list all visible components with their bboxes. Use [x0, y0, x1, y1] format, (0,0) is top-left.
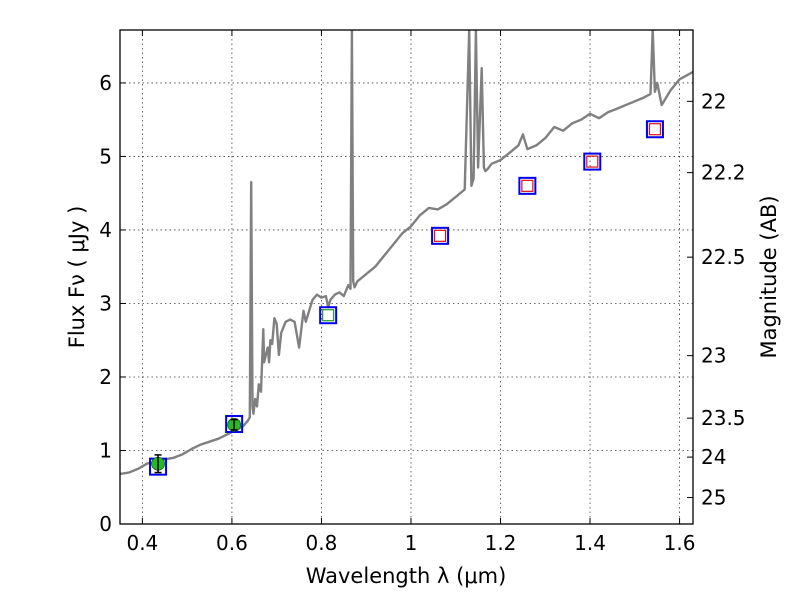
- y2-tick-label: 23.5: [701, 406, 746, 430]
- observed-photometry-marker: [433, 229, 447, 242]
- model-photometry-marker: [645, 120, 664, 139]
- y2-tick-label: 22.2: [701, 161, 746, 185]
- x-tick-label: 1.4: [574, 531, 606, 555]
- y2-tick-label: 23: [701, 344, 726, 368]
- y2-tick-label: 22: [701, 89, 726, 113]
- y2-tick-label: 25: [701, 486, 726, 510]
- y-tick-label: 0: [99, 512, 112, 536]
- photometry-markers: [149, 120, 664, 476]
- model-photometry-marker: [319, 306, 338, 325]
- model-photometry-marker: [225, 415, 244, 434]
- observed-photometry-marker: [648, 123, 662, 136]
- x-tick-label: 1: [405, 531, 418, 555]
- y2-axis-label: Magnitude (AB): [757, 195, 781, 358]
- observed-photometry-marker: [322, 309, 335, 322]
- y-tick-label: 3: [99, 291, 112, 315]
- grid-lines: [120, 30, 693, 525]
- axis-ticks: 0.4 0.6 0.8 1 1.2 1.4 1.601234562222.222.52323…: [99, 30, 746, 555]
- y2-tick-label: 22.5: [701, 245, 746, 269]
- y2-tick-label: 24: [701, 445, 726, 469]
- y-axis-label: Flux Fν ( μJy ): [65, 206, 89, 349]
- x-tick-label: 0.6: [216, 531, 248, 555]
- y-tick-label: 1: [99, 438, 112, 462]
- plot-frame: [119, 29, 694, 525]
- y-tick-label: 4: [99, 218, 112, 242]
- model-photometry-marker: [431, 226, 450, 245]
- spectrum-line: [120, 30, 693, 476]
- x-tick-label: 1.2: [485, 531, 517, 555]
- x-axis-label: Wavelength λ (μm): [306, 564, 507, 588]
- observed-photometry-marker: [586, 155, 599, 168]
- model-photometry-marker: [583, 152, 602, 171]
- observed-photometry-marker: [521, 179, 534, 192]
- y-tick-label: 2: [99, 365, 112, 389]
- x-tick-label: 1.6: [664, 531, 696, 555]
- x-tick-label: 0.4: [126, 531, 158, 555]
- x-tick-label: 0.8: [306, 531, 338, 555]
- y-tick-label: 6: [99, 71, 112, 95]
- spectrum-series: [120, 30, 693, 476]
- model-photometry-marker: [518, 176, 537, 195]
- y-tick-label: 5: [99, 144, 112, 168]
